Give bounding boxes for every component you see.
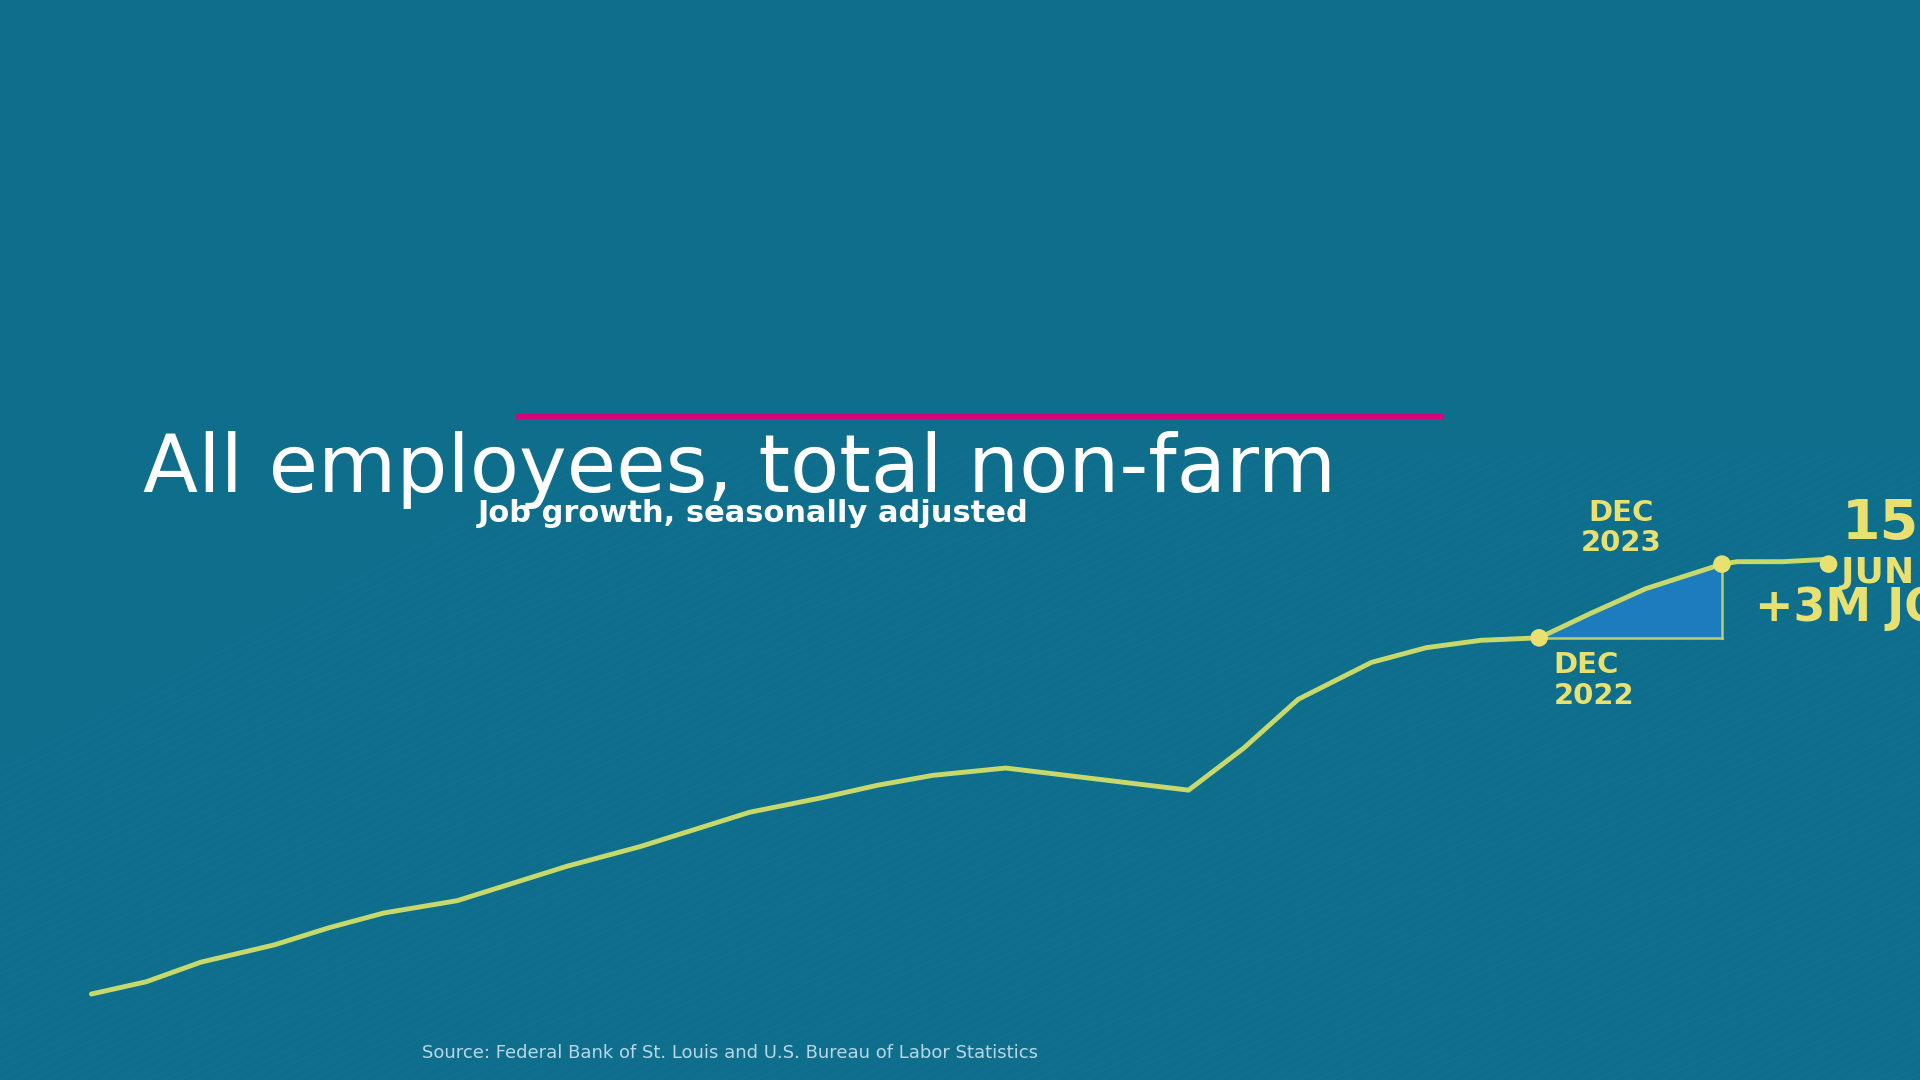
Text: Job growth, seasonally adjusted: Job growth, seasonally adjusted [478,499,1029,527]
Point [1524,630,1555,647]
Polygon shape [1540,564,1722,638]
Text: DEC
2022: DEC 2022 [1553,651,1634,710]
Text: +3M JOBS: +3M JOBS [1755,585,1920,631]
Text: 159M: 159M [1841,497,1920,551]
Point [1707,555,1738,572]
Text: JUN 2024: JUN 2024 [1841,555,1920,590]
Text: Source: Federal Bank of St. Louis and U.S. Bureau of Labor Statistics: Source: Federal Bank of St. Louis and U.… [422,1044,1037,1062]
Point [1812,555,1843,572]
Text: All employees, total non-farm: All employees, total non-farm [142,431,1336,509]
Text: DEC
2023: DEC 2023 [1580,499,1663,557]
